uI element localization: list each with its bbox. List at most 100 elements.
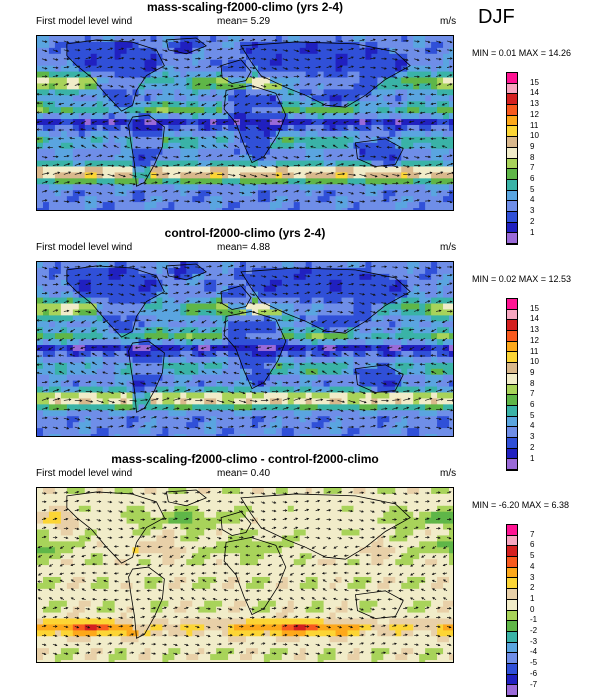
colorbar-label: 14 <box>530 315 539 323</box>
colorbar-swatch <box>507 557 517 568</box>
colorbar-label: 0 <box>530 606 534 614</box>
colorbar-label: -7 <box>530 681 537 689</box>
wind-field-plot <box>37 488 453 662</box>
panel-title: mass-scaling-f2000-climo (yrs 2-4) <box>36 0 454 14</box>
wind-map <box>36 35 454 211</box>
colorbar-swatch <box>507 148 517 159</box>
wind-map <box>36 487 454 663</box>
colorbar-label: -6 <box>530 670 537 678</box>
units-label: m/s <box>440 16 456 27</box>
colorbar-swatch <box>507 342 517 353</box>
colorbar-swatch <box>507 310 517 321</box>
colorbar-label: 15 <box>530 305 539 313</box>
colorbar-swatch <box>507 525 517 536</box>
colorbar-swatch <box>507 675 517 686</box>
wind-field-plot <box>37 262 453 436</box>
colorbar-label: 9 <box>530 369 534 377</box>
colorbar-swatch <box>507 363 517 374</box>
colorbar-swatch <box>507 664 517 675</box>
colorbar-swatches <box>506 72 518 245</box>
colorbar-label: 12 <box>530 337 539 345</box>
colorbar-swatch <box>507 94 517 105</box>
colorbar-label: 1 <box>530 595 534 603</box>
colorbar-label: -3 <box>530 638 537 646</box>
colorbar-swatch <box>507 201 517 212</box>
colorbar-swatch <box>507 536 517 547</box>
colorbar-swatch <box>507 169 517 180</box>
colorbar-swatch <box>507 331 517 342</box>
colorbar-label: -4 <box>530 648 537 656</box>
colorbar-label: 2 <box>530 584 534 592</box>
colorbar-label: 6 <box>530 401 534 409</box>
colorbar-label: 12 <box>530 111 539 119</box>
colorbar-label: 8 <box>530 154 534 162</box>
colorbar-swatch <box>507 212 517 223</box>
colorbar-swatch <box>507 438 517 449</box>
colorbar-label: 7 <box>530 390 534 398</box>
colorbar-label: 7 <box>530 531 534 539</box>
units-label: m/s <box>440 468 456 479</box>
colorbar-label: 11 <box>530 122 538 130</box>
map-panel: mass-scaling-f2000-climo (yrs 2-4) First… <box>0 0 612 226</box>
colorbar-label: 10 <box>530 132 539 140</box>
panel-title: mass-scaling-f2000-climo - control-f2000… <box>36 452 454 466</box>
colorbar-swatch <box>507 126 517 137</box>
colorbar-label: -5 <box>530 659 537 667</box>
colorbar-label: 4 <box>530 196 534 204</box>
colorbar-swatch <box>507 352 517 363</box>
colorbar-label: 13 <box>530 100 539 108</box>
colorbar-label: 3 <box>530 433 534 441</box>
colorbar-swatch <box>507 320 517 331</box>
colorbar-swatch <box>507 105 517 116</box>
colorbar-swatch <box>507 137 517 148</box>
colorbar-swatch <box>507 159 517 170</box>
colorbar-swatch <box>507 385 517 396</box>
min-max-label: MIN = 0.02 MAX = 12.53 <box>472 274 571 284</box>
panel-title: control-f2000-climo (yrs 2-4) <box>36 226 454 240</box>
colorbar-label: -2 <box>530 627 537 635</box>
colorbar-swatch <box>507 180 517 191</box>
colorbar-swatch <box>507 621 517 632</box>
colorbar-swatch <box>507 406 517 417</box>
colorbar-label: 5 <box>530 412 534 420</box>
map-panel: mass-scaling-f2000-climo - control-f2000… <box>0 452 612 678</box>
colorbar-swatch <box>507 611 517 622</box>
min-max-label: MIN = -6.20 MAX = 6.38 <box>472 500 569 510</box>
colorbar-swatch <box>507 546 517 557</box>
colorbar-swatch <box>507 632 517 643</box>
colorbar-label: 14 <box>530 89 539 97</box>
wind-map <box>36 261 454 437</box>
colorbar-label: 9 <box>530 143 534 151</box>
colorbar-swatch <box>507 73 517 84</box>
colorbar-label: 5 <box>530 186 534 194</box>
colorbar-label: 4 <box>530 563 534 571</box>
colorbar-label: 3 <box>530 574 534 582</box>
colorbar-swatch <box>507 653 517 664</box>
variable-label: First model level wind <box>36 16 132 27</box>
mean-label: mean= 4.88 <box>217 242 270 253</box>
colorbar-label: 8 <box>530 380 534 388</box>
colorbar-label: 6 <box>530 175 534 183</box>
colorbar-label: 2 <box>530 218 534 226</box>
colorbar-swatch <box>507 417 517 428</box>
colorbar-swatch <box>507 191 517 202</box>
variable-label: First model level wind <box>36 242 132 253</box>
colorbar-label: 5 <box>530 552 534 560</box>
colorbar-label: 15 <box>530 79 539 87</box>
colorbar-swatches <box>506 298 518 471</box>
colorbar-swatch <box>507 427 517 438</box>
colorbar-swatch <box>507 568 517 579</box>
colorbar-label: 13 <box>530 326 539 334</box>
wind-field-plot <box>37 36 453 210</box>
min-max-label: MIN = 0.01 MAX = 14.26 <box>472 48 571 58</box>
colorbar-label: 3 <box>530 207 534 215</box>
mean-label: mean= 5.29 <box>217 16 270 27</box>
colorbar-label: 6 <box>530 541 534 549</box>
colorbar-label: 11 <box>530 348 538 356</box>
colorbar-swatch <box>507 116 517 127</box>
colorbar-label: 4 <box>530 422 534 430</box>
colorbar-label: -1 <box>530 616 537 624</box>
